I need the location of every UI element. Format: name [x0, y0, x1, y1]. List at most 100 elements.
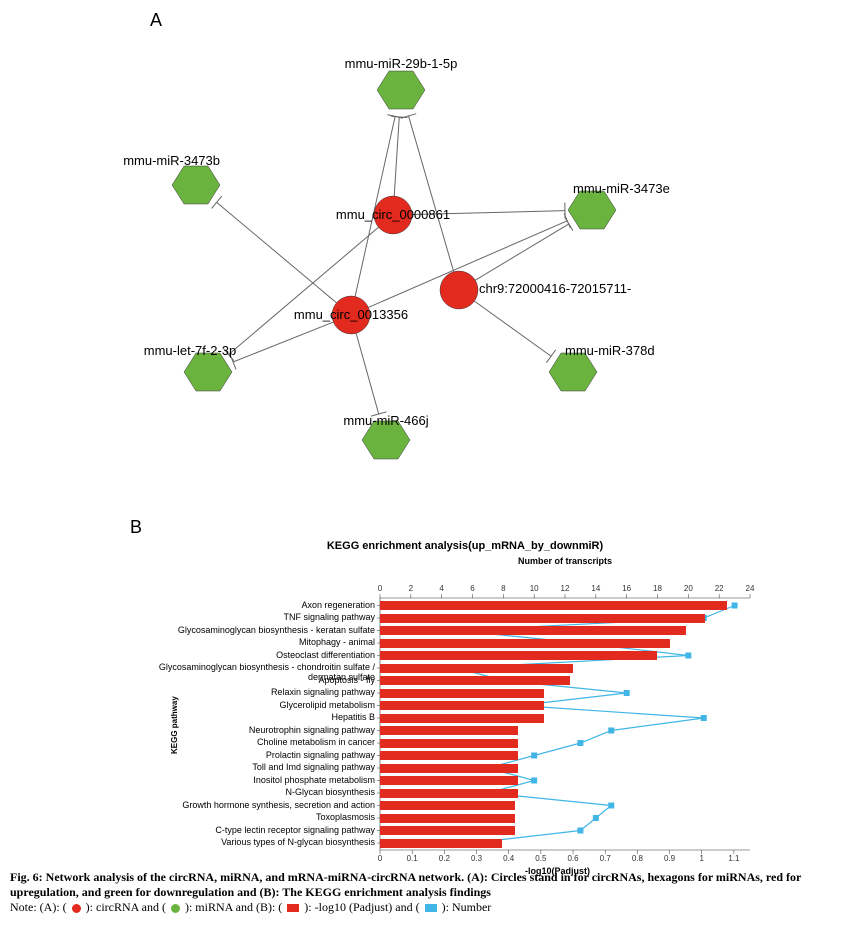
bottom-tick-label: 0.3 — [467, 854, 487, 863]
pathway-label: Toxoplasmosis — [150, 812, 375, 822]
node-label: mmu-miR-29b-1-5p — [345, 56, 458, 71]
pathway-label: Glycerolipid metabolism — [150, 700, 375, 710]
top-tick-label: 18 — [650, 584, 666, 593]
network-edge — [356, 333, 379, 414]
pathway-bar — [380, 776, 518, 785]
network-edge — [233, 322, 333, 362]
pathway-bar — [380, 814, 515, 823]
bottom-tick-label: 1 — [692, 854, 712, 863]
number-marker — [593, 815, 599, 821]
pathway-bar — [380, 601, 727, 610]
pathway-label: N-Glycan biosynthesis — [150, 787, 375, 797]
top-tick-label: 0 — [372, 584, 388, 593]
figure-caption: Fig. 6: Network analysis of the circRNA,… — [10, 870, 850, 915]
pathway-bar — [380, 714, 544, 723]
edge-tbar — [212, 196, 222, 208]
chart-title: KEGG enrichment analysis(up_mRNA_by_down… — [150, 540, 780, 552]
network-edge — [217, 202, 337, 302]
edge-tbar — [546, 350, 555, 363]
pathway-bar — [380, 689, 544, 698]
pathway-bar — [380, 801, 515, 810]
top-axis-title: Number of transcripts — [380, 556, 750, 566]
top-tick-label: 20 — [680, 584, 696, 593]
pathway-bar — [380, 764, 518, 773]
pathway-bar — [380, 789, 518, 798]
network-edge — [475, 224, 569, 280]
pathway-bar — [380, 651, 657, 660]
y-axis-title: KEGG pathway — [170, 696, 179, 754]
pathway-bar — [380, 826, 515, 835]
bottom-tick-label: 0 — [370, 854, 390, 863]
circrna-swatch — [72, 904, 81, 913]
top-tick-label: 2 — [403, 584, 419, 593]
bottom-tick-label: 0.9 — [660, 854, 680, 863]
mirna-swatch — [171, 904, 180, 913]
pathway-bar — [380, 676, 570, 685]
pathway-bar — [380, 626, 686, 635]
network-diagram: mmu_circ_0000861mmu_circ_0013356chr9:720… — [95, 35, 735, 475]
pathway-label: Inositol phosphate metabolism — [150, 775, 375, 785]
pathway-label: Axon regeneration — [150, 600, 375, 610]
number-marker — [701, 715, 707, 721]
pathway-label: TNF signaling pathway — [150, 612, 375, 622]
pathway-label: Apoptosis - fly — [150, 675, 375, 685]
top-tick-label: 24 — [742, 584, 758, 593]
number-marker — [577, 740, 583, 746]
pathway-label: Prolactin signaling pathway — [150, 750, 375, 760]
top-tick-label: 10 — [526, 584, 542, 593]
pathway-bar — [380, 726, 518, 735]
bottom-tick-label: 0.5 — [531, 854, 551, 863]
node-label: mmu-let-7f-2-3p — [144, 343, 236, 358]
node-label: chr9:72000416-72015711- — [479, 281, 631, 296]
pathway-bar — [380, 751, 518, 760]
top-tick-label: 16 — [619, 584, 635, 593]
node-label: mmu-miR-378d — [565, 343, 655, 358]
pathway-label: Hepatitis B — [150, 712, 375, 722]
number-marker — [531, 778, 537, 784]
number-swatch — [425, 904, 437, 912]
bottom-tick-label: 0.6 — [563, 854, 583, 863]
node-label: mmu-miR-3473b — [123, 153, 220, 168]
number-marker — [685, 653, 691, 659]
bottom-tick-label: 0.8 — [627, 854, 647, 863]
mirna-node — [184, 353, 232, 391]
network-edge — [474, 301, 551, 356]
padj-swatch — [287, 904, 299, 912]
mirna-node — [172, 166, 220, 204]
pathway-label: Growth hormone synthesis, secretion and … — [150, 800, 375, 810]
node-label: mmu-miR-3473e — [573, 181, 670, 196]
pathway-label: Choline metabolism in cancer — [150, 737, 375, 747]
caption-main: Fig. 6: Network analysis of the circRNA,… — [10, 870, 801, 899]
mirna-node — [568, 191, 616, 229]
pathway-bar — [380, 739, 518, 748]
bottom-tick-label: 0.7 — [595, 854, 615, 863]
pathway-bar — [380, 701, 544, 710]
number-marker — [531, 753, 537, 759]
caption-mir-leg: ): miRNA and (B): ( — [185, 900, 282, 914]
pathway-bar — [380, 839, 502, 848]
edge-tbar — [565, 217, 573, 231]
number-marker — [608, 728, 614, 734]
number-marker — [577, 828, 583, 834]
number-marker — [624, 690, 630, 696]
pathway-label: C-type lectin receptor signaling pathway — [150, 825, 375, 835]
panel-label-b: B — [130, 517, 142, 538]
pathway-label: Various types of N-glycan biosynthesis — [150, 837, 375, 847]
pathway-label: Osteoclast differentiation — [150, 650, 375, 660]
number-marker — [608, 803, 614, 809]
caption-circ-leg: ): circRNA and ( — [86, 900, 166, 914]
caption-padj-leg: ): -log10 (Padjust) and ( — [304, 900, 419, 914]
top-tick-label: 8 — [495, 584, 511, 593]
top-tick-label: 22 — [711, 584, 727, 593]
node-label: mmu_circ_0000861 — [336, 207, 450, 222]
top-tick-label: 14 — [588, 584, 604, 593]
pathway-label: Toll and Imd signaling pathway — [150, 762, 375, 772]
top-tick-label: 4 — [434, 584, 450, 593]
kegg-chart: KEGG enrichment analysis(up_mRNA_by_down… — [150, 540, 780, 865]
pathway-bar — [380, 639, 670, 648]
pathway-label: Relaxin signaling pathway — [150, 687, 375, 697]
number-marker — [732, 603, 738, 609]
network-edge — [394, 117, 399, 196]
bottom-tick-label: 1.1 — [724, 854, 744, 863]
mirna-node — [549, 353, 597, 391]
